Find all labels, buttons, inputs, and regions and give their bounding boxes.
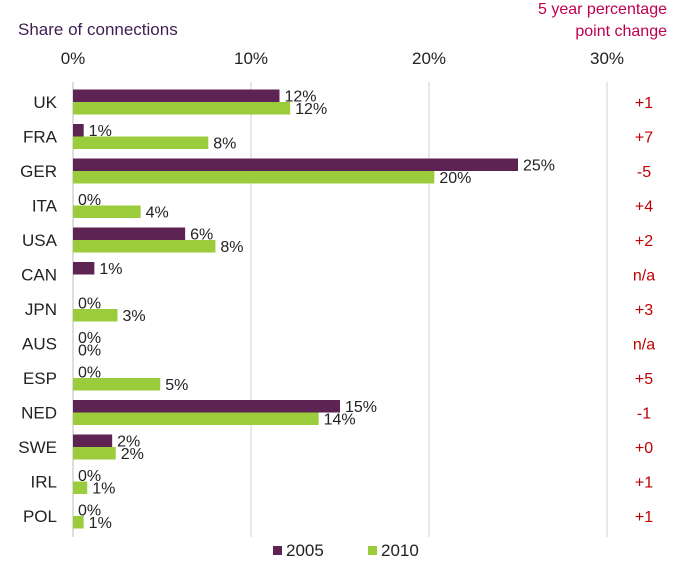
category-label: CAN <box>21 266 57 285</box>
bar-2010 <box>73 205 141 218</box>
change-label: +1 <box>635 475 653 492</box>
x-tick-label: 20% <box>412 49 446 68</box>
category-label: GER <box>20 162 57 181</box>
data-label: 1% <box>99 261 122 278</box>
bar-2005 <box>73 400 340 413</box>
change-label: n/a <box>633 268 655 285</box>
data-labels: 12%12%1%8%25%20%0%4%6%8%1%0%3%0%0%0%5%15… <box>78 89 555 533</box>
category-label: USA <box>22 231 58 250</box>
category-label: ESP <box>23 369 57 388</box>
data-label: 6% <box>190 227 213 244</box>
change-label: +4 <box>635 199 653 216</box>
change-header-line-1: 5 year percentage <box>538 1 667 18</box>
x-tick-label: 30% <box>590 49 624 68</box>
legend-swatch-2005 <box>273 546 282 555</box>
change-label: +3 <box>635 302 653 319</box>
data-label: 14% <box>324 412 356 429</box>
data-label: 5% <box>165 377 188 394</box>
data-label: 0% <box>78 330 101 347</box>
data-label: 0% <box>78 365 101 382</box>
category-label: FRA <box>23 128 58 147</box>
change-label: +1 <box>635 509 653 526</box>
data-label: 2% <box>117 434 140 451</box>
category-labels: UK FRA GER ITA USA CAN JPN AUS ESP NED SWE IRL POL <box>18 93 57 526</box>
bar-2010 <box>73 481 88 494</box>
legend-swatch-2010 <box>368 546 377 555</box>
data-label: 0% <box>78 503 101 520</box>
category-label: JPN <box>25 300 57 319</box>
data-label: 0% <box>78 296 101 313</box>
data-label: 12% <box>295 101 327 118</box>
bar-2005 <box>73 227 186 240</box>
bar-2005 <box>73 124 84 137</box>
bar-2010 <box>73 136 209 149</box>
category-label: SWE <box>18 438 57 457</box>
data-label: 0% <box>78 343 101 360</box>
bar-2010 <box>73 309 118 322</box>
bar-2010 <box>73 102 291 115</box>
data-label: 20% <box>439 170 471 187</box>
bar-2005 <box>73 158 518 171</box>
grid-lines <box>72 82 608 537</box>
bar-2010 <box>73 378 161 391</box>
x-tick-label: 10% <box>234 49 268 68</box>
legend-label: 2010 <box>381 541 419 560</box>
change-label: +7 <box>635 130 653 147</box>
data-label: 0% <box>78 468 101 485</box>
data-label: 1% <box>92 481 115 498</box>
category-label: POL <box>23 507 57 526</box>
change-labels: +1 +7 -5 +4 +2 n/a +3 n/a +5 -1 +0 +1 +1 <box>633 95 655 526</box>
bar-2010 <box>73 240 216 253</box>
change-label: -1 <box>637 406 651 423</box>
legend-label: 2005 <box>286 541 324 560</box>
data-label: 3% <box>123 308 146 325</box>
data-label: 1% <box>89 515 112 532</box>
change-label: +1 <box>635 95 653 112</box>
data-label: 8% <box>220 239 243 256</box>
data-label: 8% <box>213 136 236 153</box>
change-header-line-2: point change <box>575 23 667 40</box>
change-label: -5 <box>637 164 651 181</box>
change-label: +2 <box>635 233 653 250</box>
data-label: 0% <box>78 192 101 209</box>
bar-2010 <box>73 171 435 184</box>
x-axis-ticks: 0% 10% 20% 30% <box>61 49 624 68</box>
change-label: +5 <box>635 371 653 388</box>
data-label: 12% <box>284 89 316 106</box>
data-label: 2% <box>121 446 144 463</box>
change-label: +0 <box>635 440 653 457</box>
bar-2010 <box>73 447 116 460</box>
category-label: AUS <box>22 335 57 354</box>
bar-2005 <box>73 434 113 447</box>
category-label: UK <box>33 93 57 112</box>
bar-2005 <box>73 262 95 275</box>
bar-series <box>73 89 518 529</box>
bar-2005 <box>73 89 280 102</box>
data-label: 25% <box>523 158 555 175</box>
category-label: ITA <box>32 197 58 216</box>
change-label: n/a <box>633 337 655 354</box>
data-label: 1% <box>89 123 112 140</box>
bar-2010 <box>73 516 84 529</box>
chart-title: Share of connections <box>18 20 178 39</box>
data-label: 4% <box>146 205 169 222</box>
bar-2010 <box>73 412 319 425</box>
category-label: IRL <box>31 473 57 492</box>
x-tick-label: 0% <box>61 49 86 68</box>
legend: 2005 2010 <box>273 541 419 560</box>
data-label: 15% <box>345 399 377 416</box>
category-label: NED <box>21 404 57 423</box>
